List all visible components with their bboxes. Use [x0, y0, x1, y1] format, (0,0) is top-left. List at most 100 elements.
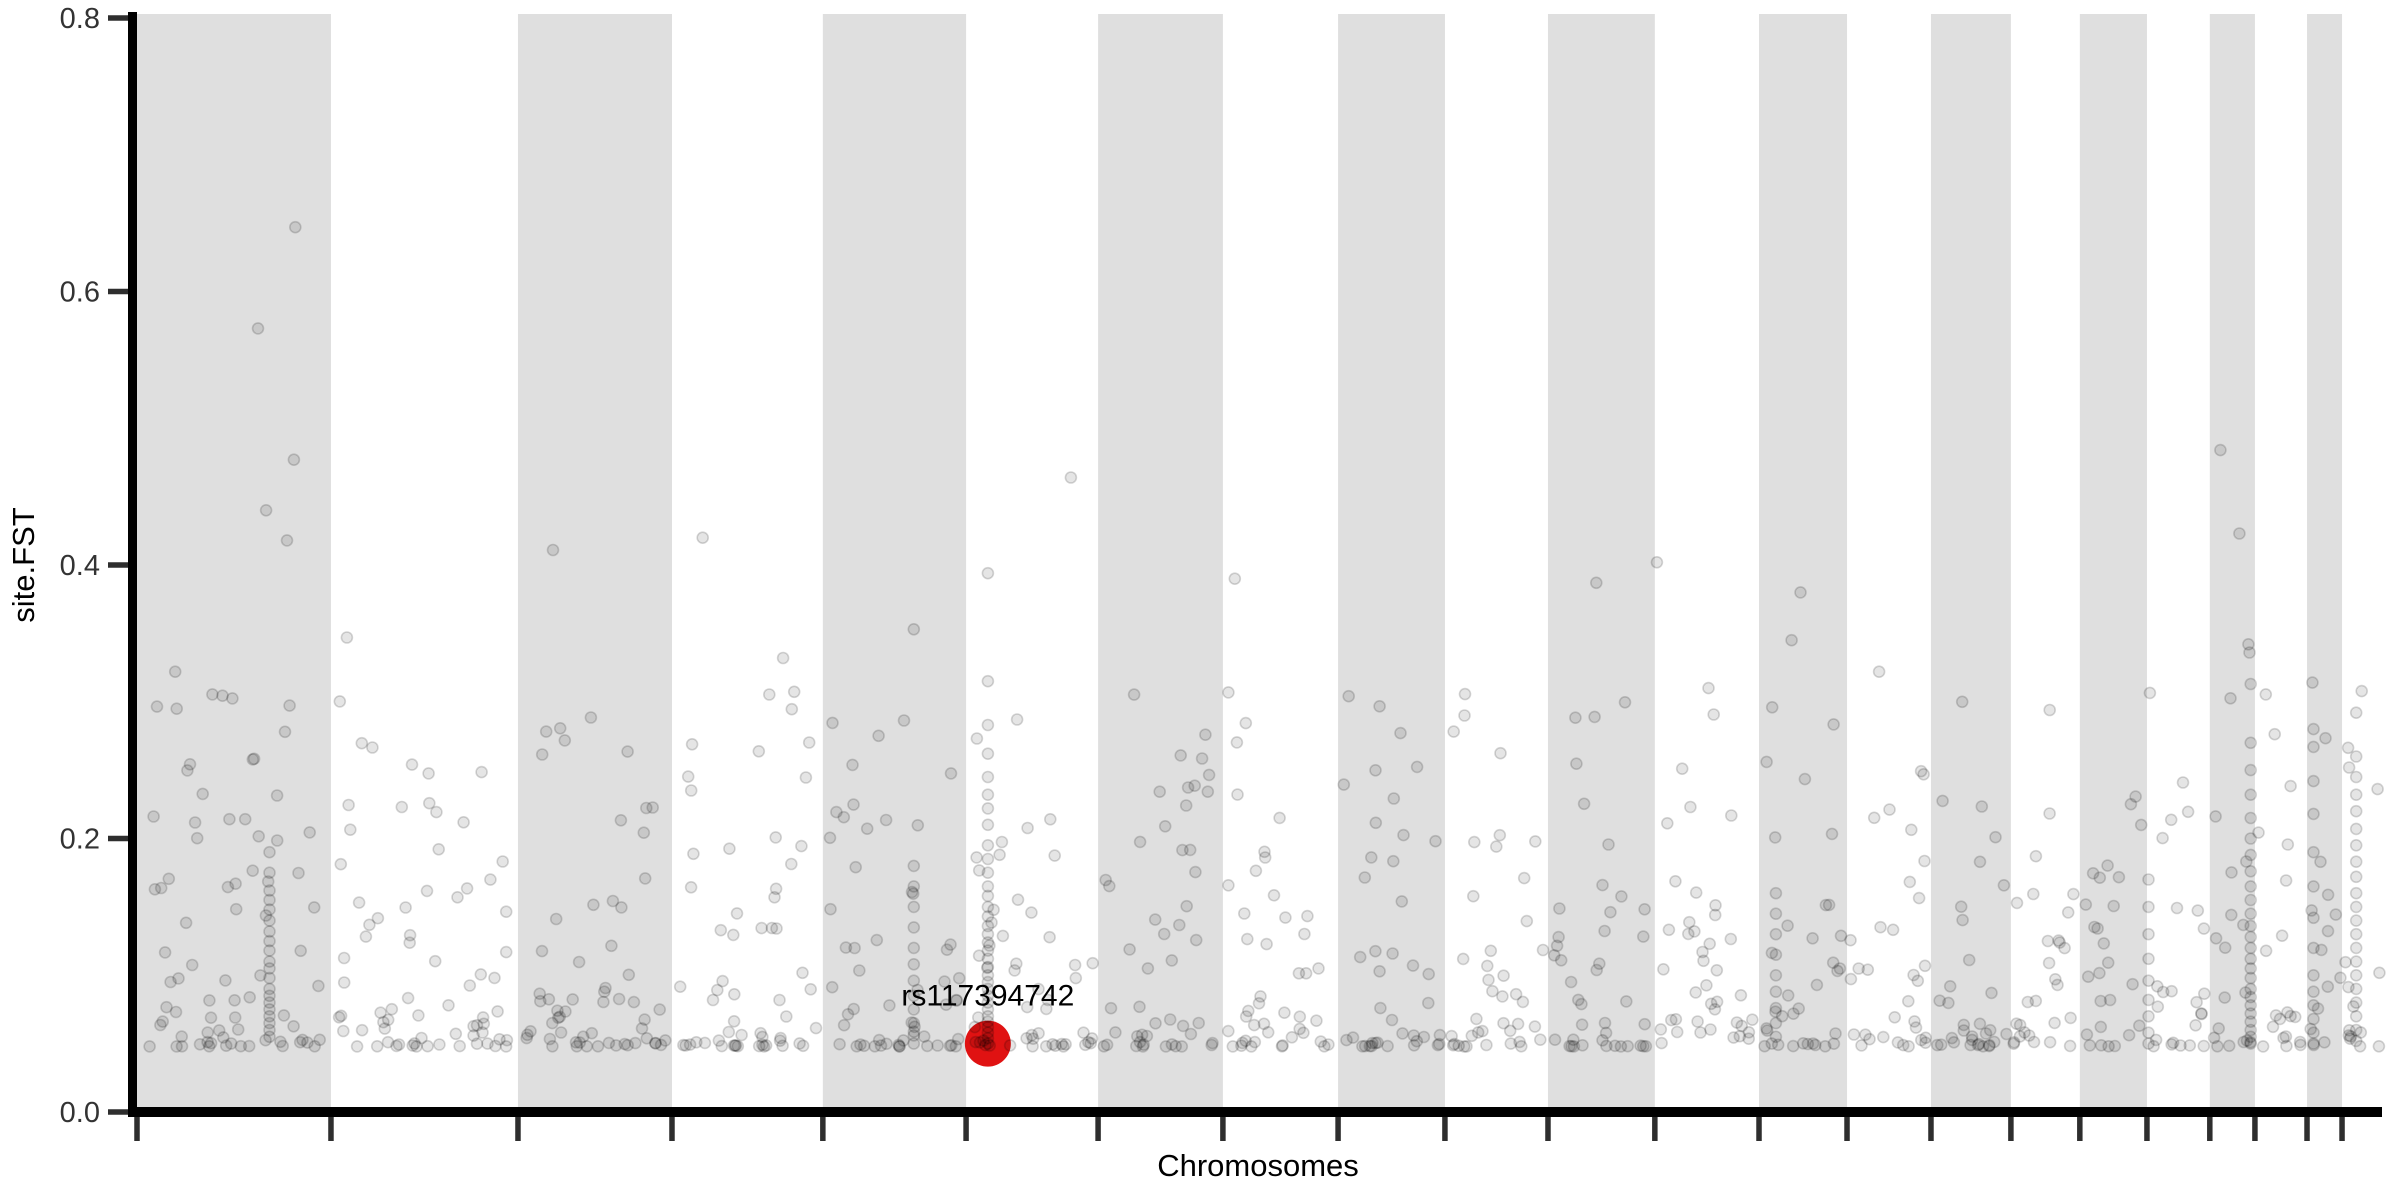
scatter-point — [1669, 874, 1682, 888]
scatter-point — [773, 993, 786, 1007]
scatter-point — [2349, 955, 2363, 968]
scatter-point — [2244, 864, 2257, 878]
scatter-point — [1422, 996, 1435, 1010]
scatter-point — [768, 890, 781, 904]
scatter-point — [340, 631, 354, 644]
scatter-point — [804, 982, 818, 996]
scatter-point — [551, 1004, 564, 1018]
scatter-point — [1258, 851, 1272, 864]
scatter-point — [403, 936, 417, 950]
scatter-point — [981, 1009, 995, 1023]
scatter-point — [183, 757, 197, 771]
scatter-point — [1781, 989, 1795, 1002]
scatter-point — [981, 718, 995, 732]
scatter-point — [2307, 1038, 2320, 1052]
scatter-point — [2093, 966, 2106, 980]
scatter-point — [1614, 1040, 1628, 1053]
scatter-point — [2244, 952, 2257, 966]
scatter-point — [2244, 971, 2257, 985]
scatter-point — [1691, 1015, 1704, 1028]
scatter-point — [263, 989, 276, 1003]
scatter-point — [1742, 1032, 1755, 1045]
scatter-point — [263, 971, 276, 985]
scatter-point — [1707, 708, 1720, 721]
scatter-point — [729, 1039, 743, 1052]
scatter-point — [726, 928, 740, 942]
scatter-point — [2209, 810, 2222, 823]
scatter-point — [931, 1039, 944, 1052]
scatter-point — [202, 1040, 216, 1053]
scatter-point — [587, 898, 600, 912]
scatter-point — [1407, 1029, 1421, 1042]
scatter-point — [2239, 986, 2252, 999]
scatter-point — [2349, 927, 2363, 941]
scatter-point — [219, 1039, 233, 1052]
scatter-point — [1314, 1035, 1328, 1048]
scatter-point — [1570, 757, 1583, 771]
scatter-point — [943, 1039, 957, 1053]
scatter-point — [2142, 1026, 2155, 1039]
scatter-point — [1104, 1001, 1118, 1015]
scatter-point — [769, 831, 783, 844]
scatter-point — [1285, 1031, 1299, 1044]
scatter-point — [2349, 914, 2363, 927]
scatter-point — [981, 910, 995, 923]
scatter-point — [841, 1007, 855, 1021]
scatter-point — [2112, 870, 2126, 884]
scatter-point — [2244, 763, 2257, 777]
scatter-point — [2233, 527, 2246, 540]
scatter-point — [2043, 807, 2056, 820]
scatter-point — [2212, 1022, 2225, 1035]
scatter-point — [420, 884, 434, 898]
scatter-point — [2224, 691, 2237, 705]
scatter-point — [906, 887, 920, 901]
scatter-point — [385, 1002, 399, 1016]
scatter-point — [985, 916, 998, 929]
scatter-point — [2010, 896, 2024, 910]
scatter-point — [907, 989, 921, 1003]
scatter-point — [2305, 904, 2318, 917]
scatter-point — [1340, 1033, 1353, 1047]
scatter-point — [2042, 956, 2056, 970]
scatter-point — [1199, 728, 1212, 742]
scatter-point — [242, 1039, 256, 1053]
x-tick — [1220, 1117, 1226, 1141]
scatter-point — [1176, 843, 1189, 857]
scatter-point — [460, 882, 474, 895]
scatter-point — [654, 1038, 668, 1052]
scatter-point — [2307, 774, 2320, 788]
scatter-point — [1973, 1017, 1987, 1031]
scatter-point — [1044, 812, 1057, 826]
scatter-point — [996, 929, 1010, 943]
scatter-point — [2244, 832, 2257, 845]
scatter-point — [1704, 997, 1718, 1011]
scatter-point — [374, 1006, 387, 1020]
scatter-point — [951, 1032, 965, 1046]
scatter-point — [2341, 741, 2355, 755]
scatter-point — [549, 912, 563, 926]
chromosome-band — [1930, 14, 2011, 1107]
scatter-point — [1983, 1038, 1996, 1052]
scatter-point — [1787, 1007, 1800, 1021]
scatter-point — [1192, 1016, 1205, 1030]
scatter-point — [715, 1039, 729, 1053]
scatter-point — [2244, 1035, 2257, 1049]
scatter-point — [1822, 898, 1836, 912]
scatter-point — [156, 1015, 169, 1028]
scatter-point — [355, 736, 369, 750]
scatter-point — [1517, 871, 1531, 885]
scatter-point — [1979, 1027, 1993, 1040]
scatter-point — [1222, 686, 1235, 699]
scatter-point — [638, 1013, 651, 1026]
scatter-point — [2053, 936, 2066, 949]
scatter-point — [2259, 688, 2273, 701]
scatter-point — [1429, 834, 1442, 848]
scatter-point — [573, 1036, 587, 1049]
x-tick — [2207, 1117, 2213, 1141]
scatter-point — [1765, 700, 1779, 714]
scatter-point — [679, 1039, 693, 1052]
scatter-point — [833, 1037, 846, 1051]
scatter-point — [907, 1025, 921, 1038]
scatter-point — [2339, 955, 2352, 969]
scatter-point — [1552, 930, 1565, 944]
